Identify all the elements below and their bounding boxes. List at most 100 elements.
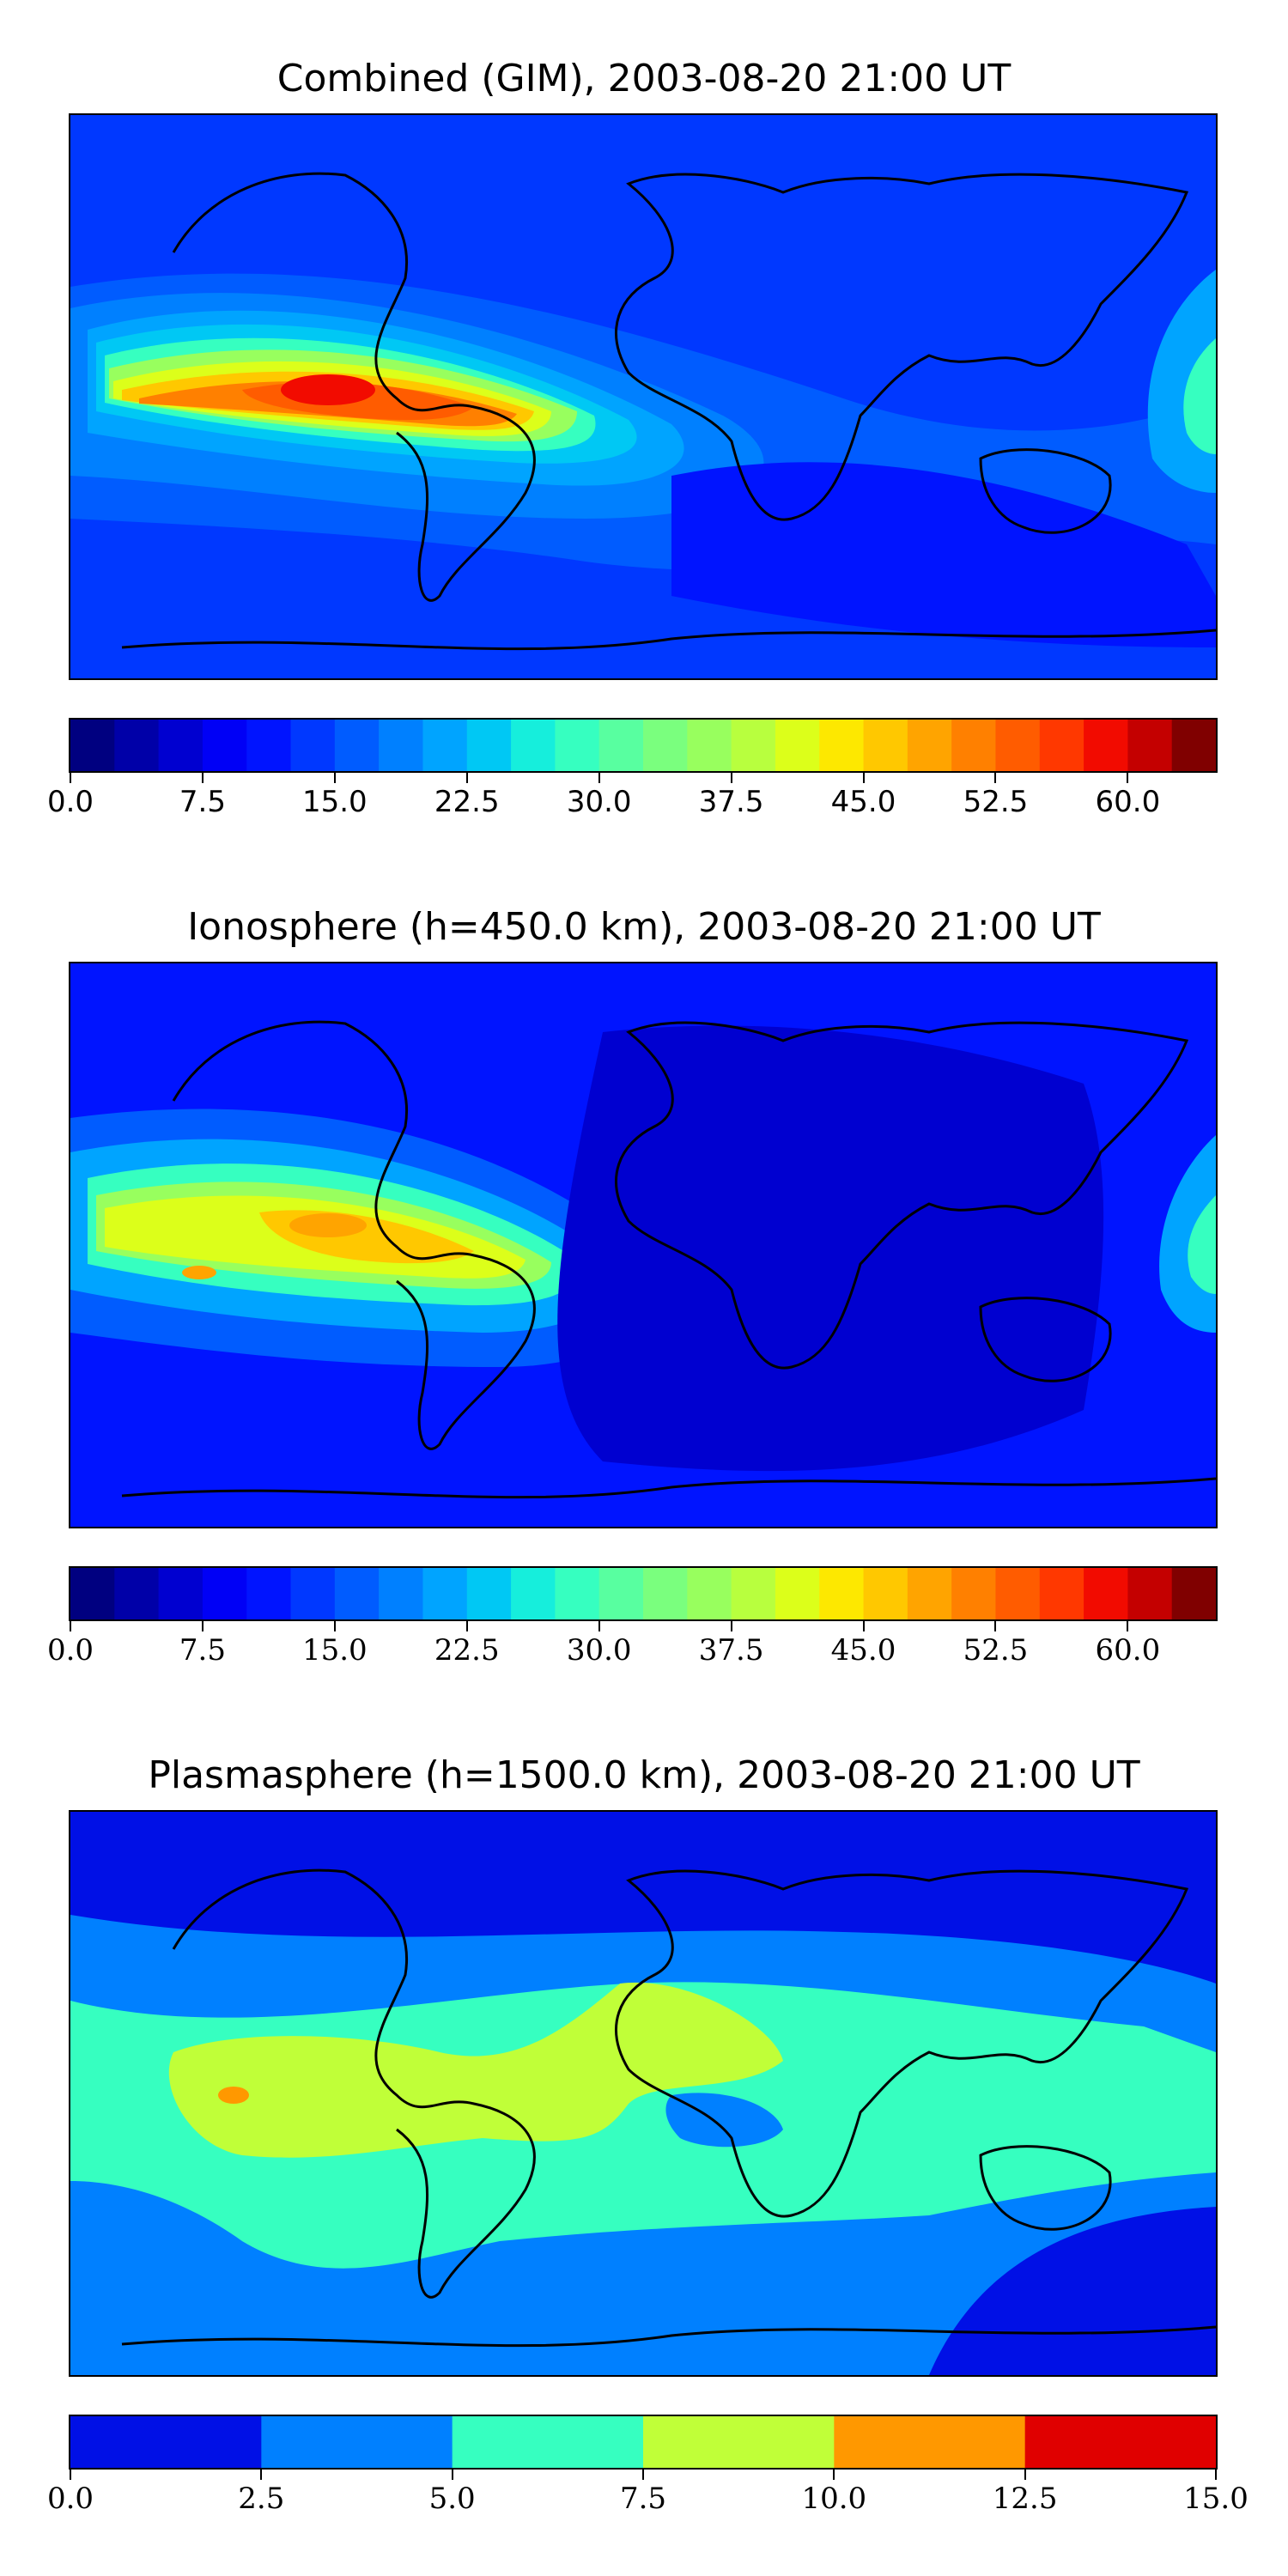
colorbar-tick-label: 10.0 xyxy=(801,2482,867,2516)
colorbar-swatch xyxy=(158,720,204,771)
colorbar-swatch xyxy=(643,1568,688,1619)
colorbar-tick-label: 45.0 xyxy=(830,785,896,819)
colorbar-swatch xyxy=(995,1568,1041,1619)
colorbar-swatch xyxy=(1039,720,1084,771)
panel1-title: Combined (GIM), 2003-08-20 21:00 UT xyxy=(276,57,1012,100)
colorbar-swatch xyxy=(422,720,468,771)
colorbar-swatch xyxy=(907,1568,952,1619)
colorbar-swatch xyxy=(834,2416,1026,2468)
colorbar-tick xyxy=(598,773,600,783)
colorbar-swatch xyxy=(511,720,556,771)
colorbar-tick-label: 7.5 xyxy=(179,785,226,819)
colorbar-tick-label: 5.0 xyxy=(428,2482,476,2516)
colorbar-swatch xyxy=(511,1568,556,1619)
colorbar-swatch xyxy=(422,1568,468,1619)
colorbar-tick-label: 7.5 xyxy=(619,2482,667,2516)
panel3-title: Plasmasphere (h=1500.0 km), 2003-08-20 2… xyxy=(148,1753,1140,1797)
colorbar-tick-label: 0.0 xyxy=(46,785,94,819)
colorbar-swatch xyxy=(555,720,600,771)
colorbar-tick-label: 52.5 xyxy=(963,1633,1029,1668)
colorbar-swatch xyxy=(379,1568,424,1619)
panel3-colorbar xyxy=(69,2415,1218,2470)
panel3-colorbar-ticks: 0.0 2.5 5.0 7.5 10.0 12.5 15.0 xyxy=(0,2470,1288,2521)
panel2-colorbar-ticks: 0.0 7.5 15.0 22.5 30.0 37.5 45.0 52.5 60.0 xyxy=(0,1621,1288,1673)
colorbar-swatch xyxy=(290,720,336,771)
colorbar-swatch xyxy=(246,1568,292,1619)
colorbar-swatch xyxy=(687,720,732,771)
colorbar-tick xyxy=(994,1621,997,1631)
colorbar-swatch xyxy=(555,1568,600,1619)
colorbar-tick-label: 22.5 xyxy=(434,785,500,819)
colorbar-tick xyxy=(862,773,865,783)
colorbar-tick-label: 12.5 xyxy=(992,2482,1058,2516)
colorbar-tick xyxy=(451,2470,453,2480)
colorbar-swatch xyxy=(598,1568,644,1619)
colorbar-swatch xyxy=(202,1568,247,1619)
colorbar-swatch xyxy=(907,720,952,771)
colorbar-tick-label: 2.5 xyxy=(238,2482,285,2516)
colorbar-swatch xyxy=(951,720,997,771)
colorbar-swatch xyxy=(951,1568,997,1619)
colorbar-tick xyxy=(862,1621,865,1631)
colorbar-swatch xyxy=(334,720,380,771)
colorbar-swatch xyxy=(731,720,776,771)
colorbar-tick xyxy=(1024,2470,1026,2480)
colorbar-tick xyxy=(730,1621,732,1631)
colorbar-tick xyxy=(201,1621,204,1631)
colorbar-tick xyxy=(833,2470,835,2480)
colorbar-swatch xyxy=(70,2416,262,2468)
colorbar-swatch xyxy=(863,720,908,771)
colorbar-swatch xyxy=(687,1568,732,1619)
colorbar-tick-label: 52.5 xyxy=(963,785,1029,819)
panel1-colorbar-swatches xyxy=(70,720,1216,771)
colorbar-swatch xyxy=(819,1568,865,1619)
colorbar-tick-label: 7.5 xyxy=(179,1633,226,1668)
colorbar-tick-label: 45.0 xyxy=(830,1633,896,1668)
colorbar-swatch xyxy=(114,1568,160,1619)
panel2-colorbar-swatches xyxy=(70,1568,1216,1619)
panel1-colorbar xyxy=(69,718,1218,773)
panel3-colorbar-swatches xyxy=(70,2416,1216,2468)
colorbar-swatch xyxy=(863,1568,908,1619)
colorbar-swatch xyxy=(775,720,820,771)
colorbar-swatch xyxy=(70,720,115,771)
colorbar-swatch xyxy=(643,2416,835,2468)
colorbar-swatch xyxy=(379,720,424,771)
colorbar-swatch xyxy=(731,1568,776,1619)
colorbar-tick-label: 60.0 xyxy=(1095,785,1161,819)
panel1-map xyxy=(69,113,1218,680)
colorbar-tick xyxy=(70,2470,71,2480)
panel3-map xyxy=(69,1810,1218,2377)
colorbar-swatch xyxy=(261,2416,453,2468)
colorbar-tick xyxy=(465,1621,468,1631)
colorbar-tick xyxy=(1215,2470,1217,2480)
panel2-map xyxy=(69,962,1218,1528)
panel1-colorbar-ticks: 0.0 7.5 15.0 22.5 30.0 37.5 45.0 52.5 60.0 xyxy=(0,773,1288,824)
colorbar-swatch xyxy=(598,720,644,771)
colorbar-swatch xyxy=(70,1568,115,1619)
colorbar-tick xyxy=(333,1621,336,1631)
colorbar-tick-label: 0.0 xyxy=(46,2482,94,2516)
colorbar-swatch xyxy=(643,720,688,771)
panel2-title: Ionosphere (h=450.0 km), 2003-08-20 21:0… xyxy=(187,905,1101,949)
colorbar-tick-label: 37.5 xyxy=(698,785,764,819)
colorbar-swatch xyxy=(114,720,160,771)
colorbar-swatch xyxy=(1171,720,1216,771)
colorbar-tick-label: 37.5 xyxy=(698,1633,764,1668)
colorbar-tick xyxy=(260,2470,263,2480)
colorbar-tick xyxy=(333,773,336,783)
colorbar-tick-label: 15.0 xyxy=(301,785,368,819)
colorbar-swatch xyxy=(290,1568,336,1619)
colorbar-swatch xyxy=(466,720,512,771)
panel2-colorbar xyxy=(69,1566,1218,1621)
colorbar-swatch xyxy=(466,1568,512,1619)
colorbar-swatch xyxy=(452,2416,644,2468)
colorbar-swatch xyxy=(995,720,1041,771)
colorbar-swatch xyxy=(202,720,247,771)
colorbar-tick-label: 15.0 xyxy=(1183,2482,1249,2516)
colorbar-swatch xyxy=(1084,720,1128,771)
colorbar-tick xyxy=(598,1621,600,1631)
colorbar-tick xyxy=(1127,773,1129,783)
colorbar-tick xyxy=(70,1621,71,1631)
colorbar-swatch xyxy=(775,1568,820,1619)
